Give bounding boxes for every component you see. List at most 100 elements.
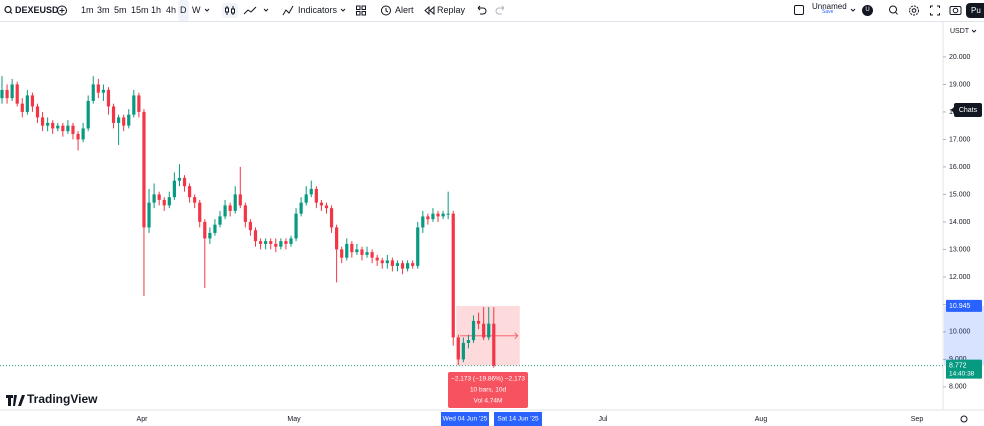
- add-symbol[interactable]: [56, 0, 68, 21]
- candle-body: [492, 323, 496, 366]
- candle-body: [279, 241, 283, 247]
- candle-body: [451, 213, 455, 338]
- replay-icon[interactable]: [423, 0, 435, 21]
- interval[interactable]: 15m: [131, 5, 149, 15]
- candle-body: [385, 260, 389, 264]
- candle-body: [198, 202, 202, 222]
- settings[interactable]: [908, 0, 920, 21]
- layout-name[interactable]: Unnamed: [812, 2, 847, 11]
- candle-body: [182, 177, 187, 187]
- candle-body: [431, 213, 435, 220]
- candle-body: [46, 122, 50, 126]
- interval[interactable]: 3m: [97, 5, 110, 15]
- measure-label: −2.173 (−19.86%) −2,173: [451, 376, 525, 383]
- interval-active[interactable]: D: [178, 0, 189, 21]
- logo: [6, 395, 25, 406]
- candle-body: [416, 227, 420, 266]
- measure-label-bg: [448, 372, 529, 408]
- replay-button[interactable]: Replay: [437, 5, 466, 15]
- candle-body: [365, 252, 369, 255]
- layout-checkbox[interactable]: [793, 0, 805, 21]
- candle-body: [228, 205, 232, 211]
- candle-body: [314, 188, 318, 203]
- candle-body: [400, 263, 405, 269]
- interval[interactable]: 4h: [166, 5, 177, 15]
- candle-body: [208, 232, 212, 239]
- candle-body: [117, 117, 121, 123]
- candle-body: [162, 199, 166, 206]
- candle-body: [71, 125, 75, 134]
- watermark: TradingView: [27, 392, 98, 406]
- candle-body: [30, 95, 35, 107]
- interval[interactable]: 5m: [114, 5, 127, 15]
- x-tick-label: May: [287, 416, 301, 423]
- candle-body: [101, 89, 105, 93]
- candle-body: [111, 106, 116, 123]
- y-tick-label: 14.000: [949, 219, 971, 226]
- y-tick-label: 20.000: [949, 54, 971, 61]
- candle-body: [390, 260, 394, 266]
- publish-button[interactable]: Pu: [966, 3, 984, 18]
- interval[interactable]: W: [192, 5, 201, 15]
- undo[interactable]: [475, 0, 487, 21]
- currency-chevron: [971, 29, 977, 33]
- candle-body: [106, 89, 111, 107]
- candle-body: [20, 103, 24, 112]
- quick-search[interactable]: [887, 0, 899, 21]
- candle-body: [51, 122, 55, 129]
- y-tick-label: 19.000: [949, 81, 971, 88]
- interval[interactable]: 1m: [81, 5, 94, 15]
- settings-dot: [960, 415, 968, 423]
- candle-body: [177, 177, 182, 181]
- indicators-icon[interactable]: [282, 0, 294, 21]
- candle-body: [269, 241, 273, 244]
- candle-body: [243, 205, 247, 222]
- candle-body: [213, 224, 217, 233]
- alert-icon[interactable]: [380, 0, 392, 21]
- candle-body: [471, 320, 476, 341]
- candle-body: [238, 194, 242, 206]
- measure-label: Vol 4.74M: [474, 398, 503, 405]
- candle-body: [309, 188, 313, 195]
- candle-body: [446, 213, 450, 215]
- candle-body: [299, 202, 303, 214]
- snapshot[interactable]: [949, 0, 962, 21]
- candle-body: [157, 194, 161, 200]
- chevron[interactable]: [339, 0, 347, 21]
- fullscreen[interactable]: [929, 0, 941, 21]
- save-status[interactable]: Save: [822, 9, 834, 15]
- candle-body: [35, 106, 40, 118]
- date-badge-label: Sat 14 Jun '25: [497, 416, 539, 423]
- candle-body: [370, 252, 374, 258]
- candle-body: [355, 249, 359, 253]
- candles-button[interactable]: [221, 0, 239, 21]
- candle-body: [466, 340, 471, 343]
- alert-button[interactable]: Alert: [395, 5, 414, 15]
- user-avatar[interactable]: U: [862, 5, 873, 16]
- chevron[interactable]: [203, 0, 211, 21]
- symbol[interactable]: DEXEUSD: [15, 5, 59, 15]
- y-tick-label: 16.000: [949, 164, 971, 171]
- toolbar: DEXEUSD 1m 3m 5m 15m 1h 4h D W Indicator…: [0, 0, 984, 22]
- candle-body: [61, 125, 65, 132]
- candle-body: [294, 213, 298, 239]
- candle-body: [25, 95, 29, 112]
- line-tool[interactable]: [243, 0, 257, 21]
- indicators-button[interactable]: Indicators: [298, 5, 338, 15]
- search-icon[interactable]: [3, 0, 13, 21]
- tooltip: Chats: [959, 107, 978, 114]
- price-badge-label: 10.945: [949, 303, 971, 310]
- chevron[interactable]: [262, 0, 270, 21]
- candle-body: [172, 180, 176, 198]
- interval[interactable]: 1h: [151, 5, 162, 15]
- y-tick-label: 17.000: [949, 136, 971, 143]
- layouts-icon[interactable]: [355, 0, 367, 21]
- candle-body: [289, 238, 293, 244]
- redo[interactable]: [495, 0, 507, 21]
- candle-body: [40, 117, 45, 126]
- candle-body: [456, 337, 460, 360]
- chevron[interactable]: [849, 0, 857, 21]
- candle-body: [218, 216, 222, 225]
- candle-body: [223, 205, 227, 217]
